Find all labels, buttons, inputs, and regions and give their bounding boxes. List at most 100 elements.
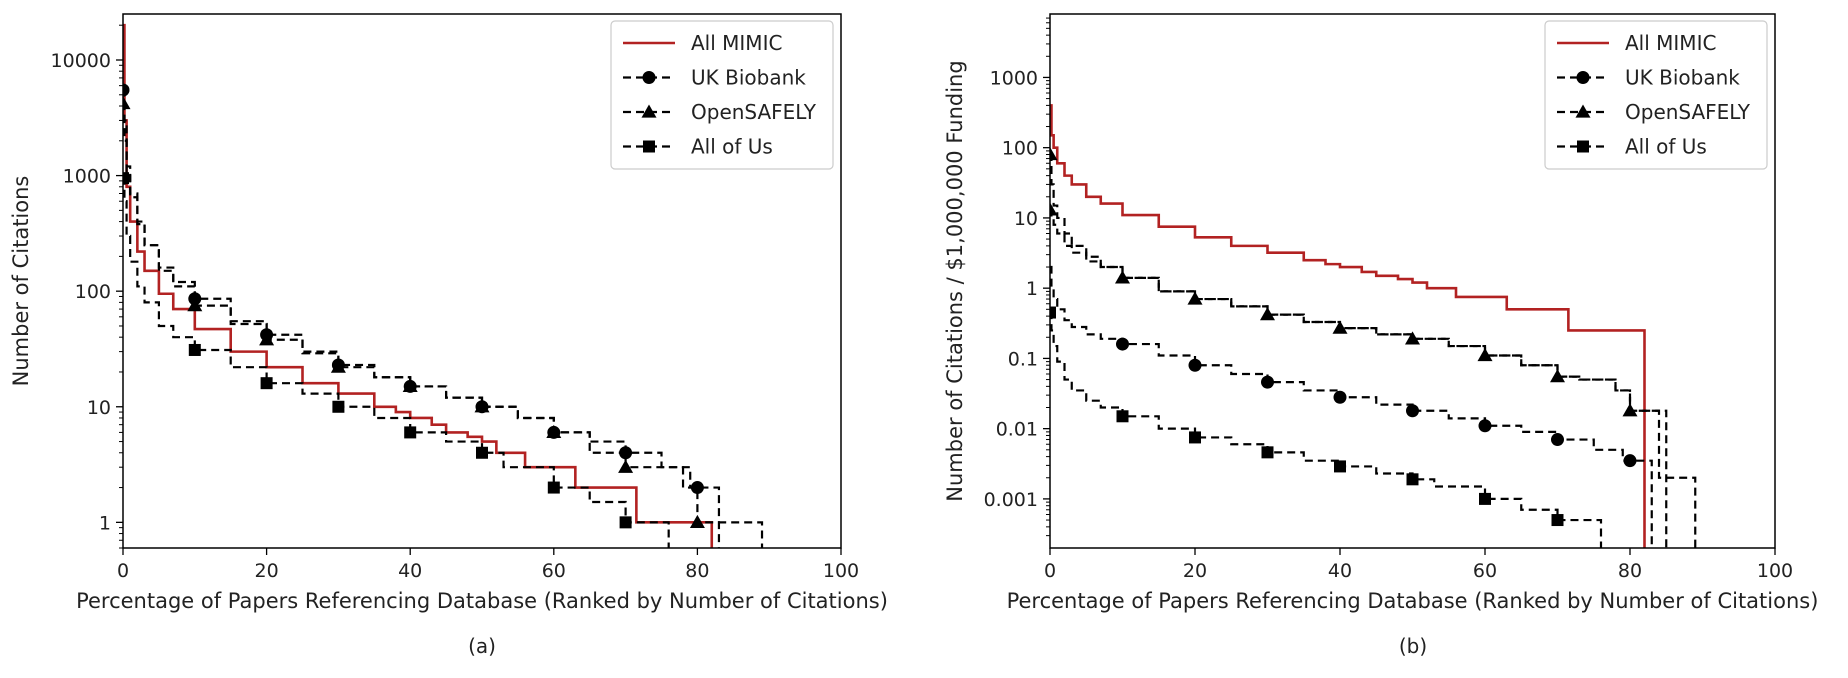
x-axis-label: Percentage of Papers Referencing Databas… bbox=[76, 589, 888, 613]
series-2-marker-8 bbox=[689, 514, 705, 528]
x-tick-label-5: 100 bbox=[823, 560, 859, 582]
series-2-marker-3 bbox=[330, 359, 346, 373]
series-3-marker-7 bbox=[619, 516, 632, 529]
x-tick-label-3: 60 bbox=[1473, 560, 1497, 582]
series-3-marker-6 bbox=[547, 481, 560, 494]
series-3-marker-2 bbox=[260, 377, 273, 390]
series-2-marker-5 bbox=[1405, 331, 1420, 345]
series-2-marker-7 bbox=[618, 459, 634, 473]
plot-area bbox=[1050, 104, 1697, 548]
legend-label-0: All MIMIC bbox=[691, 31, 782, 55]
panel-caption: (b) bbox=[1399, 634, 1427, 658]
series-4-marker-4 bbox=[1334, 460, 1346, 473]
series-3-marker-5 bbox=[476, 446, 488, 459]
series-1-marker-0 bbox=[1116, 337, 1129, 351]
axes-frame bbox=[1049, 13, 1776, 549]
series-4-marker-6 bbox=[1479, 492, 1491, 505]
plot-area bbox=[123, 23, 764, 548]
legend-label-2: OpenSAFELY bbox=[1625, 100, 1751, 124]
x-tick-label-4: 80 bbox=[685, 560, 709, 582]
legend-label-1: UK Biobank bbox=[1625, 66, 1740, 90]
x-tick-label-2: 40 bbox=[398, 560, 422, 582]
series-2-marker-6 bbox=[546, 424, 562, 439]
series-2-marker-7 bbox=[1550, 369, 1565, 383]
panel-b: 0 20 40 60 80 100 0.001 0.01 0.1 1 10 100 1000 Percen… bbox=[943, 13, 1819, 658]
series-2-marker-0 bbox=[123, 96, 131, 110]
series-4-marker-2 bbox=[1189, 431, 1201, 444]
series-4-marker-5 bbox=[1406, 473, 1419, 486]
x-tick-label-2: 40 bbox=[1328, 560, 1352, 582]
series-3-marker-0 bbox=[123, 172, 129, 185]
x-tick-label-1: 20 bbox=[1183, 560, 1207, 582]
series-1-marker-4 bbox=[1406, 404, 1419, 418]
x-tick-label-5: 100 bbox=[1757, 560, 1793, 582]
y-tick-label-3: 1000 bbox=[63, 166, 111, 188]
legend-marker-1 bbox=[642, 71, 656, 84]
legend: All MIMIC UK Biobank OpenSAFELY All of Us bbox=[610, 20, 834, 170]
legend-marker-2 bbox=[641, 104, 657, 118]
x-tick-label-1: 20 bbox=[255, 560, 279, 582]
legend-box bbox=[610, 20, 834, 170]
x-tick-label-4: 80 bbox=[1618, 560, 1642, 582]
y-tick-label-3: 1 bbox=[1026, 278, 1038, 300]
x-tick-label-0: 0 bbox=[117, 560, 129, 582]
x-axis-label: Percentage of Papers Referencing Databas… bbox=[1007, 589, 1819, 613]
series-2-marker-0 bbox=[1050, 146, 1058, 161]
series-2-marker-5 bbox=[474, 399, 490, 413]
legend-marker-2 bbox=[1575, 104, 1591, 118]
y-tick-label-2: 100 bbox=[75, 281, 111, 303]
series-1-marker-0 bbox=[123, 83, 130, 97]
legend-marker-3 bbox=[1577, 140, 1589, 153]
y-axis-label: Number of Citations / $1,000,000 Funding bbox=[943, 60, 967, 501]
series-1-marker-8 bbox=[690, 481, 704, 495]
y-tick-label-5: 100 bbox=[1002, 138, 1038, 160]
series-1-marker-5 bbox=[1478, 419, 1492, 433]
series-1-marker-7 bbox=[1623, 454, 1637, 468]
y-tick-label-1: 0.01 bbox=[996, 419, 1038, 441]
series-1-marker-3 bbox=[1333, 390, 1347, 404]
y-tick-label-1: 10 bbox=[87, 397, 111, 419]
series-2-marker-1 bbox=[187, 298, 203, 312]
series-line-2 bbox=[1050, 153, 1668, 548]
x-tick-label-3: 60 bbox=[542, 560, 566, 582]
legend-label-1: UK Biobank bbox=[691, 66, 806, 90]
y-tick-label-2: 0.1 bbox=[1008, 348, 1038, 370]
y-tick-label-4: 10000 bbox=[51, 50, 111, 72]
y-tick-label-4: 10 bbox=[1014, 208, 1038, 230]
series-4-marker-7 bbox=[1551, 514, 1564, 527]
series-2-marker-3 bbox=[1260, 307, 1275, 321]
legend-box bbox=[1544, 20, 1768, 170]
series-4-marker-3 bbox=[1261, 446, 1274, 459]
x-tick-label-0: 0 bbox=[1044, 560, 1056, 582]
legend-label-3: All of Us bbox=[1625, 135, 1707, 159]
series-4-marker-0 bbox=[1050, 306, 1056, 319]
series-line-3 bbox=[123, 177, 670, 548]
y-tick-label-0: 1 bbox=[99, 512, 111, 534]
axes-frame bbox=[122, 13, 842, 549]
series-2-marker-1 bbox=[1115, 270, 1130, 284]
panel-caption: (a) bbox=[468, 634, 496, 658]
legend: All MIMIC UK Biobank OpenSAFELY All of Us bbox=[1544, 20, 1768, 170]
series-2-marker-4 bbox=[402, 378, 418, 393]
series-line-0 bbox=[1050, 104, 1646, 548]
series-4-marker-1 bbox=[1116, 410, 1129, 423]
legend-marker-1 bbox=[1576, 71, 1590, 84]
series-line-2 bbox=[123, 102, 764, 548]
series-2-marker-2 bbox=[259, 332, 275, 346]
legend-label-0: All MIMIC bbox=[1625, 31, 1716, 55]
series-line-3 bbox=[1050, 208, 1697, 548]
legend-label-3: All of Us bbox=[691, 135, 773, 159]
series-3-marker-4 bbox=[404, 426, 417, 439]
y-tick-label-6: 1000 bbox=[990, 67, 1038, 89]
legend-marker-3 bbox=[643, 140, 655, 153]
series-1-marker-2 bbox=[1261, 375, 1274, 389]
legend-label-2: OpenSAFELY bbox=[691, 100, 817, 124]
series-1-marker-1 bbox=[1188, 358, 1202, 372]
y-tick-label-0: 0.001 bbox=[984, 489, 1038, 511]
y-axis-label: Number of Citations bbox=[9, 176, 33, 387]
series-1-marker-6 bbox=[1551, 433, 1564, 447]
series-3-marker-3 bbox=[332, 400, 345, 413]
series-3-marker-0 bbox=[1050, 202, 1058, 216]
series-3-marker-1 bbox=[188, 343, 201, 356]
